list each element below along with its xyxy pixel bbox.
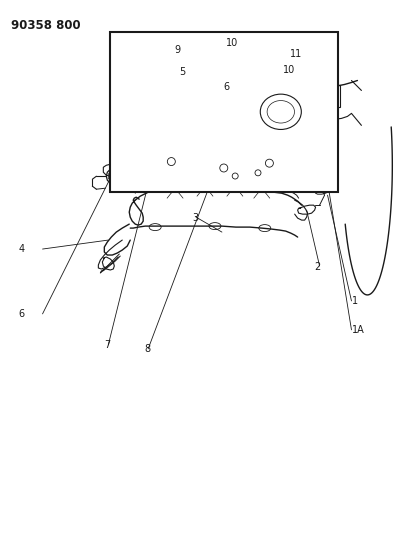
Text: 11: 11 [290, 49, 302, 59]
Text: 8: 8 [144, 344, 150, 354]
Text: 2: 2 [314, 262, 320, 271]
Text: 10: 10 [226, 38, 238, 49]
Text: 1: 1 [352, 296, 358, 306]
Text: 5: 5 [179, 68, 185, 77]
Text: 3: 3 [192, 213, 198, 223]
Text: 6: 6 [19, 309, 25, 319]
Bar [110, 31, 338, 192]
Text: 1A: 1A [352, 325, 365, 335]
Text: 9: 9 [174, 45, 180, 55]
Text: 7: 7 [105, 340, 111, 350]
Bar [298, 85, 339, 108]
Text: 10: 10 [283, 65, 295, 75]
Text: 6: 6 [223, 83, 229, 92]
Text: 90358 800: 90358 800 [11, 19, 80, 31]
Text: 4: 4 [19, 245, 25, 254]
